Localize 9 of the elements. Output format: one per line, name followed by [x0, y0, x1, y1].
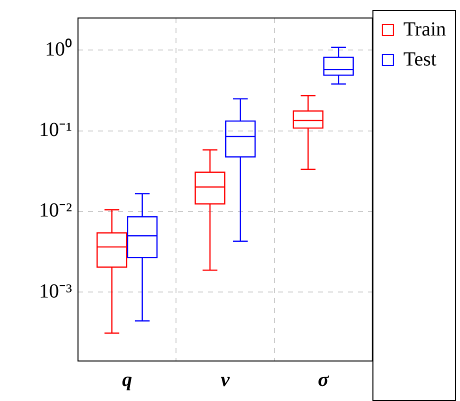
y-tick-label: 10⁻¹ [39, 119, 72, 142]
x-tick-label: v [220, 369, 231, 392]
x-tick-label: q [122, 369, 132, 392]
legend-label: Train [403, 18, 446, 40]
y-tick-label: 10⁻³ [39, 280, 72, 302]
y-tick-label: 10⁻² [39, 200, 72, 222]
x-tick-label: σ [318, 369, 330, 392]
y-tick-label: 10⁰ [45, 37, 72, 60]
legend-label: Test [403, 48, 437, 70]
